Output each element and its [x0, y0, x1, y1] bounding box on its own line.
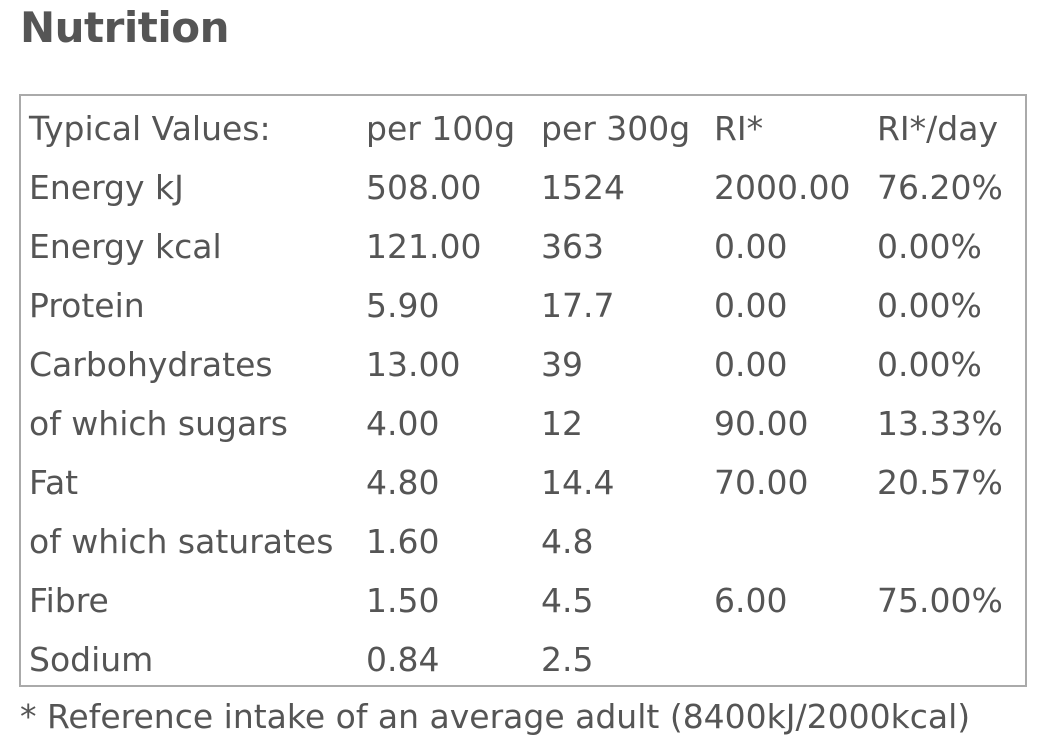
nutrient-name: Sodium [29, 640, 154, 679]
value-ri: 6.00 [714, 581, 788, 620]
nutrient-name: of which sugars [29, 404, 288, 443]
table-row: Protein 5.90 17.7 0.00 0.00% [21, 276, 1025, 335]
value-per-100g: 4.00 [366, 404, 440, 443]
value-per-300g: 4.5 [541, 581, 594, 620]
value-per-100g: 121.00 [366, 227, 482, 266]
value-per-100g: 1.60 [366, 522, 440, 561]
table-row: of which sugars 4.00 12 90.00 13.33% [21, 394, 1025, 453]
value-ri: 90.00 [714, 404, 809, 443]
value-ri: 0.00 [714, 345, 788, 384]
value-ri: 0.00 [714, 227, 788, 266]
nutrient-name: Carbohydrates [29, 345, 273, 384]
page-title: Nutrition [20, 3, 229, 52]
value-per-100g: 4.80 [366, 463, 440, 502]
value-ri: 2000.00 [714, 168, 851, 207]
value-per-100g: 0.84 [366, 640, 440, 679]
value-per-300g: 1524 [541, 168, 625, 207]
value-per-300g: 14.4 [541, 463, 615, 502]
value-ri-per-day: 75.00% [877, 581, 1003, 620]
table-row: Energy kJ 508.00 1524 2000.00 76.20% [21, 158, 1025, 217]
value-per-100g: 508.00 [366, 168, 482, 207]
value-ri-per-day: 13.33% [877, 404, 1003, 443]
table-row: Fat 4.80 14.4 70.00 20.57% [21, 453, 1025, 512]
value-per-100g: 5.90 [366, 286, 440, 325]
nutrient-name: of which saturates [29, 522, 334, 561]
header-per-300g: per 300g [541, 109, 691, 148]
nutrition-table: Typical Values: per 100g per 300g RI* RI… [19, 94, 1027, 687]
nutrient-name: Fibre [29, 581, 109, 620]
value-per-100g: 1.50 [366, 581, 440, 620]
header-typical-values: Typical Values: [29, 109, 271, 148]
value-per-100g: 13.00 [366, 345, 461, 384]
value-per-300g: 12 [541, 404, 583, 443]
header-ri: RI* [714, 109, 764, 148]
table-header-row: Typical Values: per 100g per 300g RI* RI… [21, 99, 1025, 158]
value-per-300g: 17.7 [541, 286, 615, 325]
value-ri-per-day: 0.00% [877, 227, 982, 266]
value-per-300g: 2.5 [541, 640, 594, 679]
header-per-100g: per 100g [366, 109, 516, 148]
value-ri-per-day: 76.20% [877, 168, 1003, 207]
nutrient-name: Energy kcal [29, 227, 222, 266]
value-per-300g: 39 [541, 345, 583, 384]
value-per-300g: 363 [541, 227, 604, 266]
table-row: Carbohydrates 13.00 39 0.00 0.00% [21, 335, 1025, 394]
nutrient-name: Fat [29, 463, 79, 502]
table-row: Fibre 1.50 4.5 6.00 75.00% [21, 571, 1025, 630]
table-row: of which saturates 1.60 4.8 [21, 512, 1025, 571]
value-per-300g: 4.8 [541, 522, 594, 561]
table-row: Sodium 0.84 2.5 [21, 630, 1025, 689]
nutrient-name: Energy kJ [29, 168, 184, 207]
header-ri-per-day: RI*/day [877, 109, 998, 148]
table-row: Energy kcal 121.00 363 0.00 0.00% [21, 217, 1025, 276]
value-ri-per-day: 0.00% [877, 286, 982, 325]
footnote: * Reference intake of an average adult (… [20, 697, 971, 736]
nutrient-name: Protein [29, 286, 145, 325]
value-ri: 0.00 [714, 286, 788, 325]
value-ri-per-day: 20.57% [877, 463, 1003, 502]
value-ri-per-day: 0.00% [877, 345, 982, 384]
value-ri: 70.00 [714, 463, 809, 502]
